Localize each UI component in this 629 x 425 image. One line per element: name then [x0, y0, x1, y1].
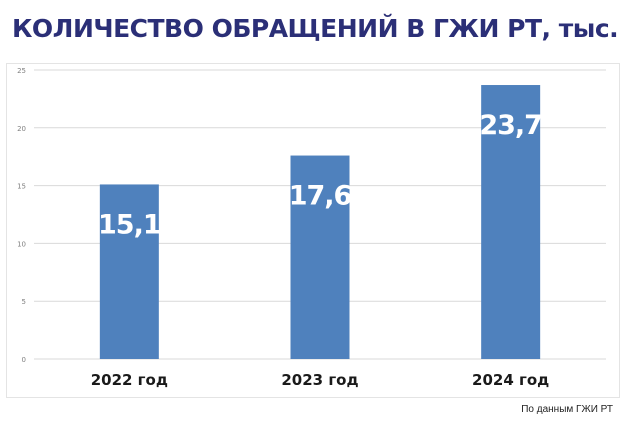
- bar: [290, 155, 350, 359]
- bar: [481, 85, 541, 359]
- x-axis-categories: 2022 год 2023 год 2024 год: [91, 371, 550, 389]
- source-note: По данным ГЖИ РТ: [521, 404, 613, 415]
- bar-value-label: 17,6: [289, 181, 352, 212]
- bar-value-label: 15,1: [98, 209, 161, 240]
- x-category-label: 2024 год: [472, 371, 549, 389]
- y-tick-label: 15: [17, 183, 26, 191]
- x-category-label: 2022 год: [91, 371, 168, 389]
- bar-value-label: 23,7: [479, 110, 542, 141]
- y-axis-ticks: 0 5 10 15 20 25: [17, 67, 26, 364]
- y-tick-label: 0: [22, 356, 26, 364]
- bars: [99, 85, 541, 359]
- bar-value-labels: 15,1 17,6 23,7: [98, 110, 543, 240]
- y-tick-label: 5: [22, 298, 26, 306]
- y-tick-label: 20: [17, 125, 26, 133]
- x-category-label: 2023 год: [281, 371, 358, 389]
- chart-title: КОЛИЧЕСТВО ОБРАЩЕНИЙ В ГЖИ РТ, тыс.: [12, 14, 619, 43]
- y-tick-label: 25: [17, 67, 26, 75]
- bar: [99, 184, 159, 359]
- y-tick-label: 10: [17, 240, 26, 248]
